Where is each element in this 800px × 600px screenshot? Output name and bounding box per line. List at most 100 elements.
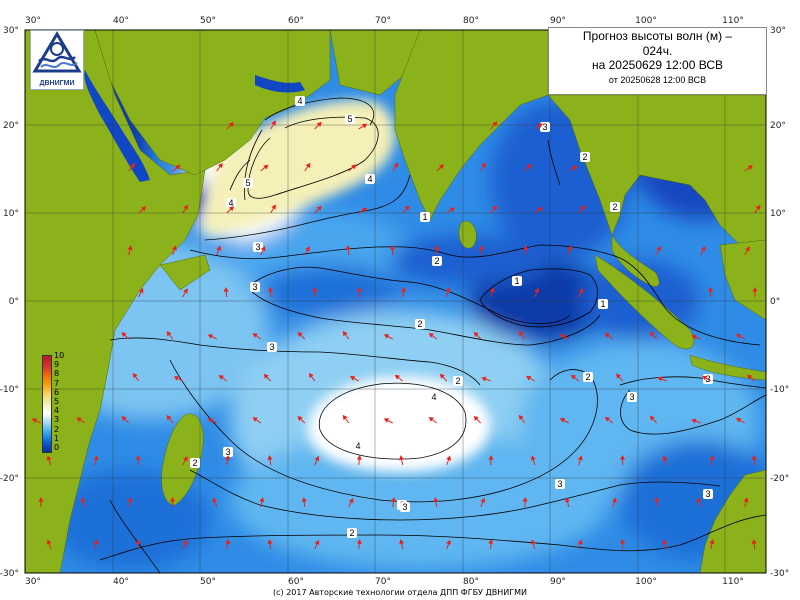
arrow-head [127,497,133,503]
arrow-head [439,373,445,379]
arrow-head [745,246,750,252]
arrow-head [351,164,357,170]
arrow-head [183,288,188,294]
arrow-head [80,497,86,503]
arrow-head [751,539,757,544]
arrow-head [228,206,235,212]
arrow-head [691,418,697,424]
contour-label: 1 [422,212,427,222]
arrow-head [523,245,529,251]
arrow-head [696,497,702,503]
legend-label: 10 [54,351,65,360]
arrow-head [691,334,697,340]
arrow-head [481,162,486,168]
arrow-head [166,415,172,421]
contour-label: 3 [629,392,634,402]
arrow-head [746,374,753,380]
wave-contours [99,97,766,573]
title-line-2: 024ч. [642,44,673,58]
contour-label: 1 [600,299,605,309]
arrow-head [567,245,573,251]
arrow-head [263,373,269,379]
arrow-head [46,539,52,545]
arrow-head [342,330,348,337]
arrow-head [305,246,310,252]
lat-tick-left: -10° [0,385,19,395]
arrow-head [433,497,439,503]
lat-tick-right: 10° [770,209,786,219]
arrow-head [171,245,177,251]
legend-label: 9 [54,360,60,370]
arrow-head [383,418,390,423]
arrow-head [138,287,144,294]
legend-label: 4 [54,406,60,416]
arrow-head [316,205,322,211]
lon-tick-top: 70° [375,16,391,26]
lat-tick-left: 0° [9,297,19,307]
contour-label: 2 [417,319,422,329]
arrow-head [297,331,303,337]
legend-color-bar [42,355,52,453]
arrow-head [121,416,127,422]
arrow-head [480,497,486,503]
arrow-head [478,245,484,250]
arrow-head [393,162,399,168]
lat-tick-left: -30° [0,569,19,579]
legend-label: 0 [54,443,60,452]
contour-label: 2 [582,152,587,162]
arrow-head [301,497,307,502]
arrow-head [141,206,147,212]
dvnigmi-logo: ДВНИГМИ [30,30,84,90]
arrow-head [38,496,44,502]
contour-label: 3 [255,242,260,252]
arrow-head [297,415,303,421]
arrow-head [473,331,479,337]
arrow-head [183,540,188,546]
lon-tick-top: 90° [550,16,566,26]
contour-label: 1 [514,276,519,286]
arrow-head [428,416,434,422]
arrow-head [654,496,660,502]
arrow-head [755,204,761,210]
lon-tick-top: 30° [25,16,41,26]
arrow-head [604,416,610,422]
lat-tick-left: 20° [3,121,19,131]
arrow-head [620,538,626,544]
lat-tick-right: 30° [770,26,786,36]
contour-label: 5 [245,178,250,188]
arrow-head [76,417,82,422]
arrow-head [383,334,390,339]
arrow-head [175,164,181,170]
arrow-head [570,374,577,380]
arrow-head [263,164,269,170]
arrow-head [580,205,585,211]
arrow-head [207,334,213,339]
arrow-head [735,418,742,423]
contour-label: 2 [349,528,354,538]
arrow-head [445,287,451,293]
arrow-head [271,120,276,126]
lat-tick-right: -10° [770,385,789,395]
legend-label: 5 [54,397,60,406]
lon-tick-top: 80° [463,16,479,26]
arrow-head [259,497,265,503]
contour-label: 2 [612,202,617,212]
lat-tick-right: 0° [770,297,780,307]
logo-text: ДВНИГМИ [39,80,75,87]
arrow-head [252,417,258,422]
arrow-head [612,497,617,503]
contour-label: 5 [347,114,352,124]
arrow-head [394,374,400,380]
arrow-head [559,418,566,423]
legend-label: 3 [54,415,60,425]
legend-label: 7 [54,378,60,388]
lat-tick-left: -20° [0,474,19,484]
arrow-head [404,205,410,211]
arrow-head [534,287,540,293]
arrow-head [481,376,487,382]
arrow-head [121,332,127,338]
contour-label: 2 [585,372,590,382]
arrow-head [362,123,368,129]
lat-tick-left: 10° [3,209,19,219]
arrow-head [700,245,706,252]
